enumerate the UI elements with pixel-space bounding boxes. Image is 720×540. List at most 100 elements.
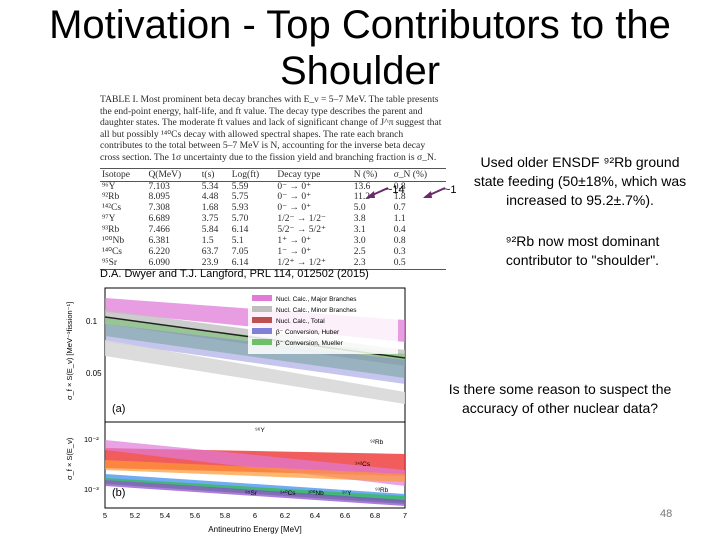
table-cell: 3.75 — [201, 214, 219, 225]
arrow-right-head — [423, 191, 432, 198]
col-header: Isotope — [100, 167, 147, 182]
x-axis-label: Antineutrino Energy [MeV] — [208, 525, 301, 534]
iso-label-rb92: ⁹²Rb — [370, 439, 384, 446]
table-cell: ⁹³Rb — [102, 225, 120, 236]
x-tick-label: 6 — [253, 511, 257, 520]
table-cell: 0⁻ → 0⁺ — [277, 181, 312, 192]
legend-swatch-major — [252, 295, 272, 301]
arrow-left-head — [366, 191, 375, 198]
spectrum-figure: Nucl. Calc., Major Branches Nucl. Calc.,… — [65, 287, 407, 534]
side-note-ensdf: Used older ENSDF ⁹²Rb ground state feedi… — [473, 154, 687, 208]
reference-citation: D.A. Dwyer and T.J. Langford, PRL 114, 0… — [100, 268, 369, 280]
table-cell: 3.8 — [353, 214, 366, 225]
side-note-dominant: ⁹²Rb now most dominant contributor to "s… — [505, 233, 660, 268]
x-tick-label: 5 — [103, 511, 107, 520]
page-title: Motivation - Top Contributors to the Sho… — [0, 2, 720, 94]
table-caption: TABLE I. Most prominent beta decay branc… — [100, 94, 442, 163]
x-tick-label: 7 — [403, 511, 407, 520]
legend-swatch-minor — [252, 306, 272, 312]
minor-branch-band — [105, 340, 405, 404]
table-cell: 5.93 — [231, 203, 249, 214]
table-cell: 63.7 — [201, 247, 219, 257]
table-cell: 5.1 — [231, 236, 244, 247]
iso-label-rb93: ⁹³Rb — [375, 487, 389, 494]
sr95-band — [105, 480, 405, 506]
arrow-left-label: ~14 — [386, 184, 405, 196]
iso-label-y96: ⁹⁶Y — [255, 427, 265, 434]
table-cell: 6.090 — [146, 257, 200, 270]
table-cell: ¹⁴⁰Cs — [102, 247, 123, 257]
table-row: ⁹⁵Sr 6.090 23.9 6.14 1/2⁺ → 1/2⁺ 2.3 0.5 — [100, 257, 446, 270]
table-cell: 6.14 — [229, 257, 276, 270]
table-row: ⁹⁶Y 7.103 5.34 5.59 0⁻ → 0⁺ 13.6 0.8 — [100, 181, 446, 192]
x-tick-label: 6.6 — [340, 511, 350, 520]
decay-branch-table: Isotope Q(MeV) t(s) Log(ft) Decay type N… — [100, 167, 446, 270]
ytick-top-0: 0.1 — [86, 317, 98, 326]
table-cell: 1/2⁻ → 1/2⁻ — [277, 214, 326, 225]
col-header: Q(MeV) — [146, 167, 200, 182]
table-cell: 5.75 — [231, 192, 249, 203]
title-line-2: Shoulder — [279, 49, 441, 93]
table-cell: 1⁻ → 0⁺ — [277, 247, 312, 257]
ytick-bottom-0: 10⁻² — [84, 435, 99, 444]
ytick-top-1: 0.05 — [86, 369, 102, 378]
table-cell: 1.5 — [201, 236, 214, 247]
table-cell: 13.6 — [353, 181, 371, 192]
table-cell: 5.59 — [231, 181, 249, 192]
table-cell: 0.7 — [393, 203, 406, 214]
table-cell: 7.05 — [231, 247, 249, 257]
table-cell: ⁹⁵Sr — [100, 257, 147, 270]
table-cell: ⁹⁷Y — [102, 214, 116, 225]
x-tick-label: 5.4 — [160, 511, 170, 520]
table-cell: 0⁻ → 0⁺ — [277, 203, 312, 214]
side-question: Is there some reason to suspect the accu… — [448, 381, 672, 416]
col-header: σ_N (%) — [391, 167, 446, 182]
table-cell: 0.3 — [393, 247, 406, 257]
table-cell: 1/2⁺ → 1/2⁺ — [275, 257, 352, 270]
table-cell: ¹⁰⁰Nb — [102, 236, 125, 247]
table-cell: 5.70 — [231, 214, 249, 225]
ytick-bottom-1: 10⁻³ — [84, 485, 99, 494]
legend-box — [248, 292, 398, 354]
table-cell: 23.9 — [199, 257, 230, 270]
table-row: ⁹³Rb 7.466 5.84 6.14 5/2⁻ → 5/2⁺ 3.1 0.4 — [100, 225, 446, 236]
iso-label-cs142: ¹⁴²Cs — [355, 461, 371, 468]
table-cell: 1.68 — [201, 203, 219, 214]
table-cell: 5.34 — [201, 181, 219, 192]
table-cell: 5/2⁻ → 5/2⁺ — [277, 225, 326, 236]
table-row: ¹⁴⁰Cs 6.220 63.7 7.05 1⁻ → 0⁺ 2.5 0.3 — [100, 247, 446, 258]
x-tick-labels: 5 5.2 5.4 5.6 5.8 6 6.2 6.4 6.6 6.8 7 — [103, 511, 407, 520]
table-cell: 8.095 — [148, 192, 170, 203]
iso-label-nb100: ¹⁰⁰Nb — [308, 489, 324, 497]
table-cell: 0.8 — [393, 236, 406, 247]
table-cell: 0.8 — [393, 181, 406, 192]
table-cell: 6.381 — [148, 236, 170, 247]
legend-total: Nucl. Calc., Total — [276, 318, 325, 325]
data-table-figure: TABLE I. Most prominent beta decay branc… — [100, 94, 446, 270]
table-cell: 7.308 — [148, 203, 170, 214]
y-axis-label-bottom: σ_f × S(E_ν) — [65, 437, 74, 480]
table-cell: 11.2 — [353, 192, 371, 203]
page-number: 48 — [660, 508, 673, 520]
legend-minor: Nucl. Calc., Minor Branches — [276, 307, 357, 314]
cs142-band — [105, 460, 405, 482]
col-header: Decay type — [275, 167, 352, 182]
table-cell: ⁹²Rb — [102, 192, 120, 203]
table-cell: 0⁻ → 0⁺ — [277, 192, 312, 203]
table-cell: 2.3 — [351, 257, 392, 270]
table-row: ¹⁴²Cs 7.308 1.68 5.93 0⁻ → 0⁺ 5.0 0.7 — [100, 203, 446, 214]
table-cell: 5.0 — [353, 203, 366, 214]
table-cell: 1.8 — [393, 192, 406, 203]
legend-huber: β⁻ Conversion, Huber — [276, 329, 340, 336]
table-row: ⁹²Rb 8.095 4.48 5.75 0⁻ → 0⁺ 11.2 1.8 — [100, 192, 446, 203]
col-header: N (%) — [351, 167, 392, 182]
table-row: ⁹⁷Y 6.689 3.75 5.70 1/2⁻ → 1/2⁻ 3.8 1.1 — [100, 214, 446, 225]
table-cell: 7.466 — [148, 225, 170, 236]
table-cell: 6.220 — [148, 247, 170, 257]
iso-label-y97: ⁹⁷Y — [342, 490, 352, 497]
legend-major: Nucl. Calc., Major Branches — [276, 296, 357, 303]
table-cell: ⁹⁶Y — [102, 181, 116, 192]
arrow-right-label: ~1 — [444, 184, 457, 196]
table-cell: 3.1 — [353, 225, 366, 236]
